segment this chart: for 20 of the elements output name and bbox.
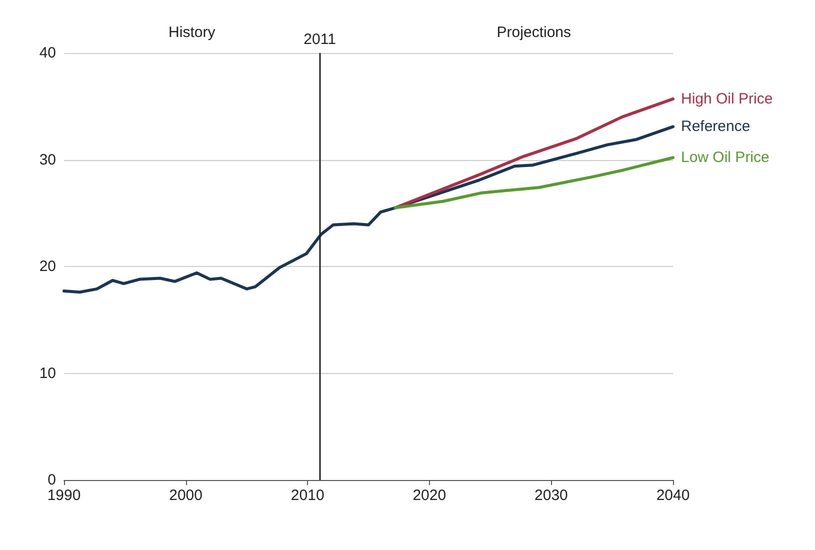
line-series [394,97,674,210]
series-label: Reference [681,118,750,136]
x-tick-label: 2010 [290,487,324,504]
x-tick-label: 2020 [412,487,446,504]
y-tick-label: 10 [39,364,56,382]
text: History [168,24,216,41]
series-label: Low Oil Price [681,149,770,166]
y-tick-label: 40 [39,44,56,62]
line-series [394,156,674,210]
x-tick-label: 1990 [47,487,81,504]
y-tick-label: 0 [48,472,56,488]
ref-line-label: 2011 [304,31,336,48]
series-label: High Oil Price [681,90,773,108]
x-tick-label: 2040 [656,487,690,504]
x-tick-label: 2000 [169,487,202,504]
y-tick-label: 30 [39,151,56,168]
text: Projections [496,24,571,41]
y-tick-label: 20 [39,258,56,275]
line-series [62,125,674,294]
x-tick-label: 2030 [534,487,568,504]
